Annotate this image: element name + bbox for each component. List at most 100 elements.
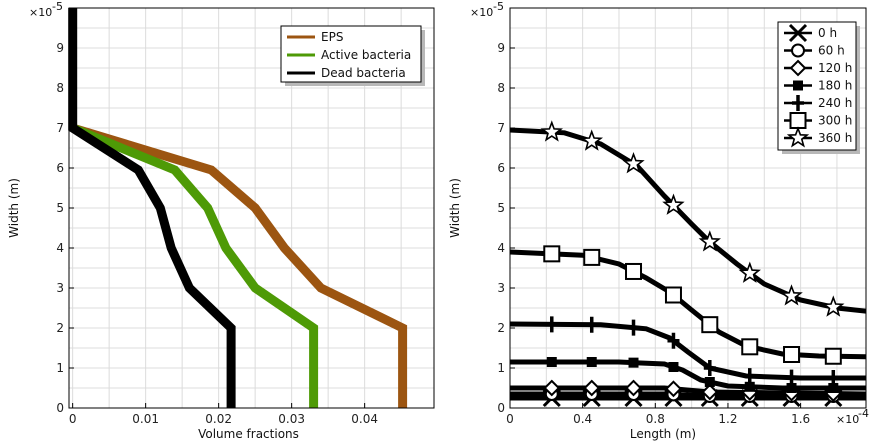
x-axis-label: Length (m) [630,427,696,441]
marker-square [789,112,807,129]
marker-square-filled [793,80,803,91]
y-tick-label: 9 [56,41,64,55]
marker-star [698,230,721,252]
marker-square-filled [586,357,597,367]
y-tick-label: 3 [497,281,505,295]
marker-plus [545,316,558,333]
y-tick-label: 6 [497,161,505,175]
marker-square-filled [546,357,557,367]
marker-x [788,23,808,43]
marker-square [783,346,801,363]
y-tick-label: 8 [497,81,505,95]
marker-square-filled [744,381,755,392]
marker-plus [627,319,640,336]
x-tick-label: 0.8 [646,412,665,426]
marker-plus [785,369,798,386]
markers [540,120,845,408]
series-line [71,123,408,408]
marker-star [786,126,810,148]
marker-star [662,193,685,215]
legend-label: 300 h [818,114,852,128]
legend-label: Active bacteria [321,48,411,62]
series-line [70,123,319,408]
x-multiplier: ×10 [836,413,859,426]
x-tick-label: 0.02 [205,412,232,426]
marker-diamond [701,383,719,401]
series-group [68,8,408,408]
marker-square [543,245,561,263]
marker-square-filled [628,357,639,368]
y-tick-label: 3 [56,281,64,295]
y-tick-label: 7 [497,121,505,135]
y-axis-label: Width (m) [448,178,462,238]
y-multiplier: ×10 [29,6,52,19]
ticks: 0 0.01 0.02 0.03 0.04 0 1 2 3 4 5 6 7 8 9 [56,41,378,426]
marker-plus [743,368,756,385]
x-tick-label: 0 [69,412,77,426]
x-tick-label: 0.01 [132,412,159,426]
legend-label: 120 h [818,61,852,75]
marker-plus [585,316,598,333]
y-tick-label: 6 [56,161,64,175]
legend: 0 h 60 h 120 h 180 h 240 h 300 h 360 h [777,21,860,154]
marker-square [701,316,719,334]
y-tick-label: 1 [497,361,505,375]
series-line [509,321,866,381]
y-tick-label: 5 [56,201,64,215]
legend: EPS Active bacteria Dead bacteria [280,25,425,86]
marker-square-filled [828,383,839,393]
y-axis-label: Width (m) [7,178,21,238]
x-tick-label: 1.6 [791,412,810,426]
marker-square [583,248,601,266]
y-tick-label: 2 [56,321,64,335]
marker-star [540,120,563,142]
x-tick-label: 1.2 [718,412,737,426]
marker-plus [792,95,804,111]
left-chart: 0 0.01 0.02 0.03 0.04 0 1 2 3 4 5 6 7 8 9 ×10 -5 Volume f… [7,0,435,441]
marker-square [824,347,842,365]
marker-diamond [665,380,682,398]
y-tick-label: 1 [56,361,64,375]
y-tick-label: 4 [497,241,505,255]
x-tick-label: 0.03 [278,412,305,426]
marker-star [780,284,803,306]
series-line [68,8,236,408]
legend-label: 360 h [818,131,852,145]
y-multiplier-exp: -5 [493,0,504,13]
legend-label: 180 h [818,79,852,93]
marker-star [822,295,845,317]
marker-square-filled [704,377,715,387]
marker-plus [703,360,716,376]
x-tick-label: 0 [506,412,514,426]
y-tick-label: 2 [497,321,505,335]
marker-square-filled [668,362,679,372]
y-tick-label: 4 [56,241,64,255]
marker-diamond [543,379,561,397]
y-tick-label: 0 [56,401,64,415]
legend-label: EPS [321,30,343,44]
legend-label: 0 h [818,26,837,40]
marker-square [664,286,682,304]
series-line [510,359,866,391]
x-tick-label: 0.04 [351,412,378,426]
y-tick-label: 0 [497,401,505,415]
marker-diamond [625,379,642,397]
y-multiplier: ×10 [470,6,493,19]
marker-plus [827,370,840,386]
marker-star [738,261,761,283]
marker-square [741,338,759,356]
legend-label: 240 h [818,96,852,110]
y-tick-label: 8 [56,81,64,95]
legend-label: Dead bacteria [321,66,406,80]
marker-plus [667,332,680,349]
legend-label: 60 h [818,44,845,58]
x-tick-label: 0.4 [573,412,592,426]
x-multiplier-exp: -4 [858,407,869,420]
y-tick-label: 7 [56,121,64,135]
y-tick-label: 5 [497,201,505,215]
marker-star [580,129,604,151]
ticks: 0 0.4 0.8 1.2 1.6 0 1 2 3 4 5 6 7 8 9 [497,41,810,426]
marker-circle [791,43,805,58]
